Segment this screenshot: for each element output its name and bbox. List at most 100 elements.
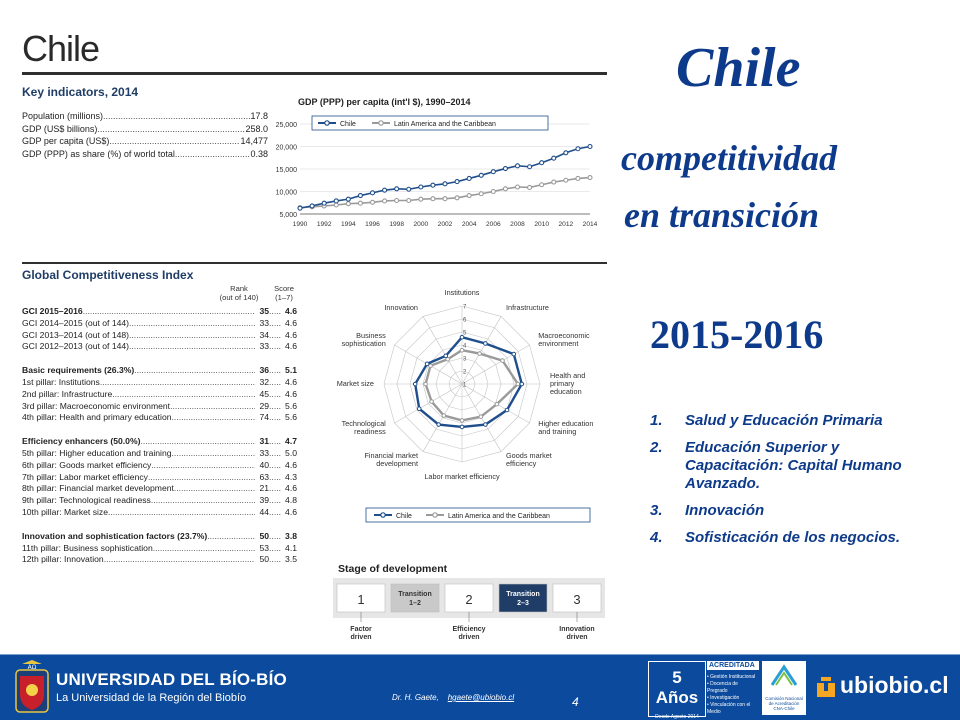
footer-bar: AΩ UNIVERSIDAD DEL BÍO-BÍO La Universida… bbox=[0, 655, 960, 726]
radar-point bbox=[423, 381, 428, 387]
radar-point bbox=[416, 406, 422, 411]
key-indicator-row: GDP per capita (US$)....................… bbox=[22, 136, 268, 146]
brand-link[interactable]: ubiobio.cl bbox=[840, 672, 949, 698]
priority-item: 4. Sofisticación de los negocios. bbox=[650, 529, 901, 546]
y-tick-label: 20,000 bbox=[276, 145, 298, 152]
priority-item: 3. Innovación bbox=[650, 502, 765, 519]
radar-point bbox=[428, 363, 433, 369]
radar-point bbox=[504, 407, 510, 413]
gci-row: 6th pillar: Goods market efficiency.....… bbox=[22, 459, 297, 470]
data-point bbox=[333, 198, 339, 204]
stage-label: Transition 1–2 bbox=[398, 591, 431, 607]
data-point bbox=[575, 175, 581, 181]
data-point bbox=[345, 201, 351, 207]
page-number: 4 bbox=[572, 695, 579, 709]
data-point bbox=[430, 182, 436, 188]
accreditation-years-box: 5 Años Desde Agosto 2014 Hasta Agosto 201… bbox=[648, 661, 706, 726]
data-point bbox=[478, 191, 484, 197]
radar-axis-label: Infrastructure bbox=[506, 303, 549, 312]
gci-row: GCI 2013–2014 (out of 148)..............… bbox=[22, 329, 297, 340]
x-tick-label: 1994 bbox=[341, 221, 356, 228]
divider bbox=[22, 72, 607, 75]
score-header: Score (1–7) bbox=[274, 284, 294, 302]
gci-row: 11th pillar: Business sophistication....… bbox=[22, 542, 297, 553]
data-point bbox=[514, 163, 521, 169]
data-point bbox=[514, 184, 521, 190]
x-tick-label: 1996 bbox=[365, 221, 380, 228]
data-point bbox=[466, 175, 472, 181]
stage-label: 3 bbox=[573, 592, 580, 607]
data-point bbox=[587, 143, 593, 150]
gci-group: GCI 2015–2016...........................… bbox=[22, 306, 297, 353]
slide-subtitle-1: competitividad bbox=[621, 138, 837, 178]
radar-point bbox=[494, 401, 500, 407]
x-tick-label: 1998 bbox=[389, 221, 404, 228]
data-point bbox=[442, 196, 448, 202]
author-credit: Dr. H. Gaete, hgaete@ubiobio.cl bbox=[392, 693, 515, 702]
stage-label: Transition 2–3 bbox=[506, 591, 539, 607]
data-point bbox=[478, 172, 484, 178]
radar-point bbox=[441, 413, 447, 418]
y-tick-label: 15,000 bbox=[276, 167, 298, 174]
radar-spoke bbox=[394, 383, 463, 424]
period-label: 2015-2016 bbox=[650, 312, 824, 357]
priority-item: 1. Salud y Educación Primaria bbox=[650, 412, 883, 429]
data-point bbox=[502, 186, 508, 192]
data-point bbox=[357, 200, 363, 206]
legend-label: Chile bbox=[340, 121, 356, 128]
gci-row: GCI 2012–2013 (out of 144)..............… bbox=[22, 341, 297, 352]
data-point bbox=[333, 202, 339, 208]
gci-row: GCI 2014–2015 (out of 144)..............… bbox=[22, 317, 297, 328]
key-indicator-row: GDP (PPP) as share (%) of world total...… bbox=[22, 148, 268, 159]
data-point bbox=[369, 199, 376, 205]
radar-axis-label: Macroeconomic environment bbox=[538, 331, 590, 348]
radar-point bbox=[519, 381, 525, 387]
radar-legend: Chile Latin America and the Caribbean bbox=[365, 507, 591, 523]
radar-axis-label: Market size bbox=[337, 379, 374, 388]
chart-legend: Chile Latin America and the Caribbean bbox=[311, 115, 549, 131]
key-indicator-row: Population (millions)...................… bbox=[22, 111, 268, 121]
radar-tick-label: 2 bbox=[463, 370, 467, 376]
gci-row: 2nd pillar: Infrastructure..............… bbox=[22, 388, 297, 399]
radar-point bbox=[459, 334, 465, 340]
radar-point bbox=[445, 356, 450, 362]
x-tick-label: 2006 bbox=[486, 221, 501, 228]
gci-row: GCI 2015–2016...........................… bbox=[22, 306, 297, 316]
x-tick-label: 2010 bbox=[534, 221, 549, 228]
radar-spoke bbox=[422, 316, 463, 385]
gci-row: 3rd pillar: Macroeconomic environment...… bbox=[22, 400, 297, 411]
data-point bbox=[466, 193, 472, 199]
data-point bbox=[539, 182, 545, 188]
slide-title: Chile bbox=[676, 37, 801, 99]
radar-axis-label: Technological readiness bbox=[342, 419, 387, 436]
gci-row: 12th pillar: Innovation.................… bbox=[22, 554, 297, 565]
author-email-link[interactable]: hgaete@ubiobio.cl bbox=[447, 693, 515, 702]
cna-logo: Comisión Nacional de Acreditación CNA-Ch… bbox=[762, 661, 806, 715]
radar-spoke bbox=[461, 316, 502, 385]
x-tick-label: 1990 bbox=[293, 221, 308, 228]
gci-row: Innovation and sophistication factors (2… bbox=[22, 530, 297, 541]
gdp-line-chart: 5,000 10,000 15,000 20,000 25,000 1990 1992 199… bbox=[276, 115, 598, 228]
university-crest-icon: AΩ bbox=[15, 660, 49, 713]
cna-icon bbox=[770, 664, 798, 686]
x-tick-label: 2012 bbox=[558, 221, 573, 228]
accreditation-item: • Vinculación con el Medio bbox=[707, 702, 751, 715]
data-point bbox=[406, 197, 412, 204]
gci-row: 1st pillar: Institutions................… bbox=[22, 376, 297, 387]
radar-tick-label: 7 bbox=[463, 305, 467, 311]
legend-marker bbox=[432, 512, 438, 518]
legend-label: Latin America and the Caribbean bbox=[394, 121, 496, 128]
radar-axis-label: Higher education and training bbox=[538, 419, 593, 436]
data-point bbox=[563, 150, 569, 156]
data-point bbox=[394, 186, 400, 192]
radar-point bbox=[459, 347, 465, 353]
radar-tick-label: 6 bbox=[463, 318, 467, 324]
radar-spoke bbox=[422, 383, 463, 452]
radar-point bbox=[483, 341, 488, 346]
priorities-list: 1. Salud y Educación Primaria 2. Educación … bbox=[650, 412, 940, 556]
radar-point bbox=[511, 351, 517, 357]
data-point bbox=[442, 181, 448, 187]
key-indicators-list: Population (millions)...................… bbox=[22, 110, 268, 160]
gci-row: 5th pillar: Higher education and trainin… bbox=[22, 447, 297, 458]
data-point bbox=[575, 146, 581, 152]
